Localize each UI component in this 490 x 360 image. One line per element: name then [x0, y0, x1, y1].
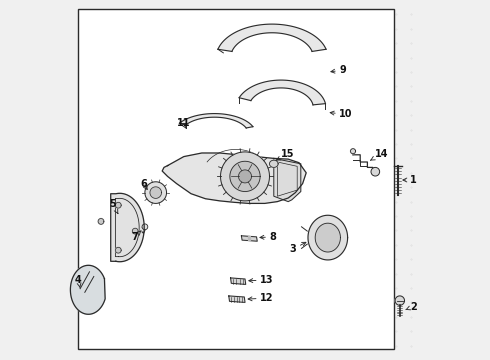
Polygon shape: [145, 182, 167, 203]
Text: 15: 15: [276, 149, 294, 160]
Polygon shape: [274, 158, 301, 202]
Polygon shape: [162, 153, 306, 203]
Polygon shape: [308, 215, 347, 260]
Polygon shape: [350, 149, 356, 154]
Polygon shape: [111, 193, 144, 262]
Polygon shape: [315, 223, 341, 252]
Polygon shape: [218, 24, 326, 51]
Polygon shape: [150, 187, 162, 198]
Polygon shape: [248, 236, 250, 240]
Polygon shape: [395, 296, 404, 305]
Text: 2: 2: [406, 302, 416, 312]
Circle shape: [142, 224, 148, 230]
Text: 8: 8: [260, 232, 276, 242]
Polygon shape: [132, 228, 138, 234]
Polygon shape: [98, 219, 104, 224]
Polygon shape: [220, 152, 270, 201]
Polygon shape: [179, 114, 253, 128]
Text: 12: 12: [248, 293, 273, 303]
Polygon shape: [229, 296, 245, 302]
Polygon shape: [239, 170, 251, 183]
FancyBboxPatch shape: [77, 9, 394, 349]
Text: 13: 13: [249, 275, 273, 285]
Text: 14: 14: [370, 149, 388, 160]
Polygon shape: [230, 161, 260, 192]
Text: 6: 6: [141, 179, 147, 189]
Text: 1: 1: [403, 175, 416, 185]
Text: 3: 3: [290, 242, 306, 254]
Text: 11: 11: [176, 118, 190, 128]
Polygon shape: [116, 247, 121, 253]
Polygon shape: [71, 265, 105, 314]
Polygon shape: [116, 202, 121, 208]
Polygon shape: [239, 80, 325, 105]
Polygon shape: [270, 160, 278, 167]
Circle shape: [371, 167, 380, 176]
Polygon shape: [231, 278, 245, 284]
Text: 9: 9: [331, 65, 346, 75]
Polygon shape: [242, 236, 257, 241]
Text: 10: 10: [330, 109, 353, 120]
Text: 4: 4: [75, 275, 82, 288]
Text: 7: 7: [132, 231, 141, 242]
Text: 5: 5: [110, 199, 118, 213]
